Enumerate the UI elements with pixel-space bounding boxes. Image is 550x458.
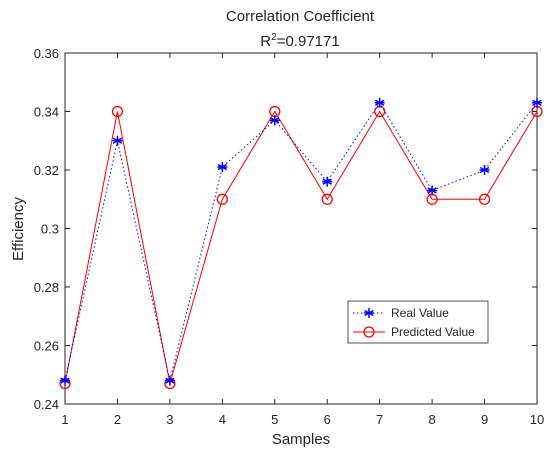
x-tick-label: 7 bbox=[376, 412, 383, 427]
x-tick-label: 1 bbox=[61, 412, 68, 427]
x-tick-label: 9 bbox=[481, 412, 488, 427]
data-point bbox=[164, 375, 175, 386]
x-axis-ticks: 1 2 3 4 5 6 7 8 9 10 bbox=[61, 53, 544, 427]
legend-marker bbox=[363, 326, 375, 338]
legend-entries: Real Value Predicted Value bbox=[353, 306, 475, 339]
y-axis-ticks: 0.24 0.26 0.28 0.3 0.32 0.34 0.36 bbox=[34, 46, 537, 412]
x-axis-label: Samples bbox=[272, 431, 330, 448]
x-tick-label: 5 bbox=[271, 412, 278, 427]
subtitle-suffix: =0.97171 bbox=[277, 33, 340, 50]
data-point bbox=[427, 185, 438, 196]
data-point bbox=[216, 193, 228, 205]
legend-label: Real Value bbox=[391, 306, 449, 320]
data-point bbox=[217, 162, 228, 173]
y-tick-label: 0.36 bbox=[34, 46, 59, 61]
chart-subtitle: R2=0.97171 bbox=[260, 32, 339, 50]
data-point bbox=[111, 105, 124, 118]
plot-area bbox=[64, 52, 538, 405]
y-tick-label: 0.26 bbox=[34, 339, 59, 354]
series-real bbox=[60, 97, 542, 386]
x-tick-label: 2 bbox=[114, 412, 121, 427]
x-tick-label: 8 bbox=[428, 412, 435, 427]
legend-box bbox=[347, 300, 489, 344]
data-point bbox=[322, 176, 333, 187]
subtitle-prefix: R bbox=[260, 33, 271, 50]
x-tick-label: 4 bbox=[219, 412, 226, 427]
x-tick-label: 6 bbox=[324, 412, 331, 427]
y-tick-label: 0.28 bbox=[34, 280, 59, 295]
y-tick-label: 0.34 bbox=[34, 105, 59, 120]
data-point bbox=[532, 97, 542, 108]
data-point bbox=[479, 165, 490, 175]
y-tick-label: 0.3 bbox=[41, 222, 59, 237]
data-point bbox=[321, 193, 333, 205]
legend: Real Value Predicted Value bbox=[347, 300, 489, 344]
series-line bbox=[64, 101, 538, 381]
y-tick-label: 0.24 bbox=[34, 397, 59, 412]
data-point bbox=[269, 115, 280, 126]
legend-marker bbox=[364, 308, 374, 318]
data-point bbox=[374, 97, 385, 108]
chart-title: Correlation Coefficient bbox=[226, 8, 375, 25]
x-tick-label: 10 bbox=[530, 412, 544, 427]
series-layer bbox=[59, 97, 543, 390]
y-axis-label: Efficiency bbox=[10, 197, 27, 261]
subtitle-superscript: 2 bbox=[271, 32, 277, 43]
data-point bbox=[60, 375, 70, 386]
y-tick-label: 0.32 bbox=[34, 163, 59, 178]
data-point bbox=[478, 193, 491, 205]
data-point bbox=[112, 135, 123, 146]
legend-label: Predicted Value bbox=[391, 325, 475, 339]
series-line bbox=[64, 110, 538, 384]
x-tick-label: 3 bbox=[166, 412, 173, 427]
